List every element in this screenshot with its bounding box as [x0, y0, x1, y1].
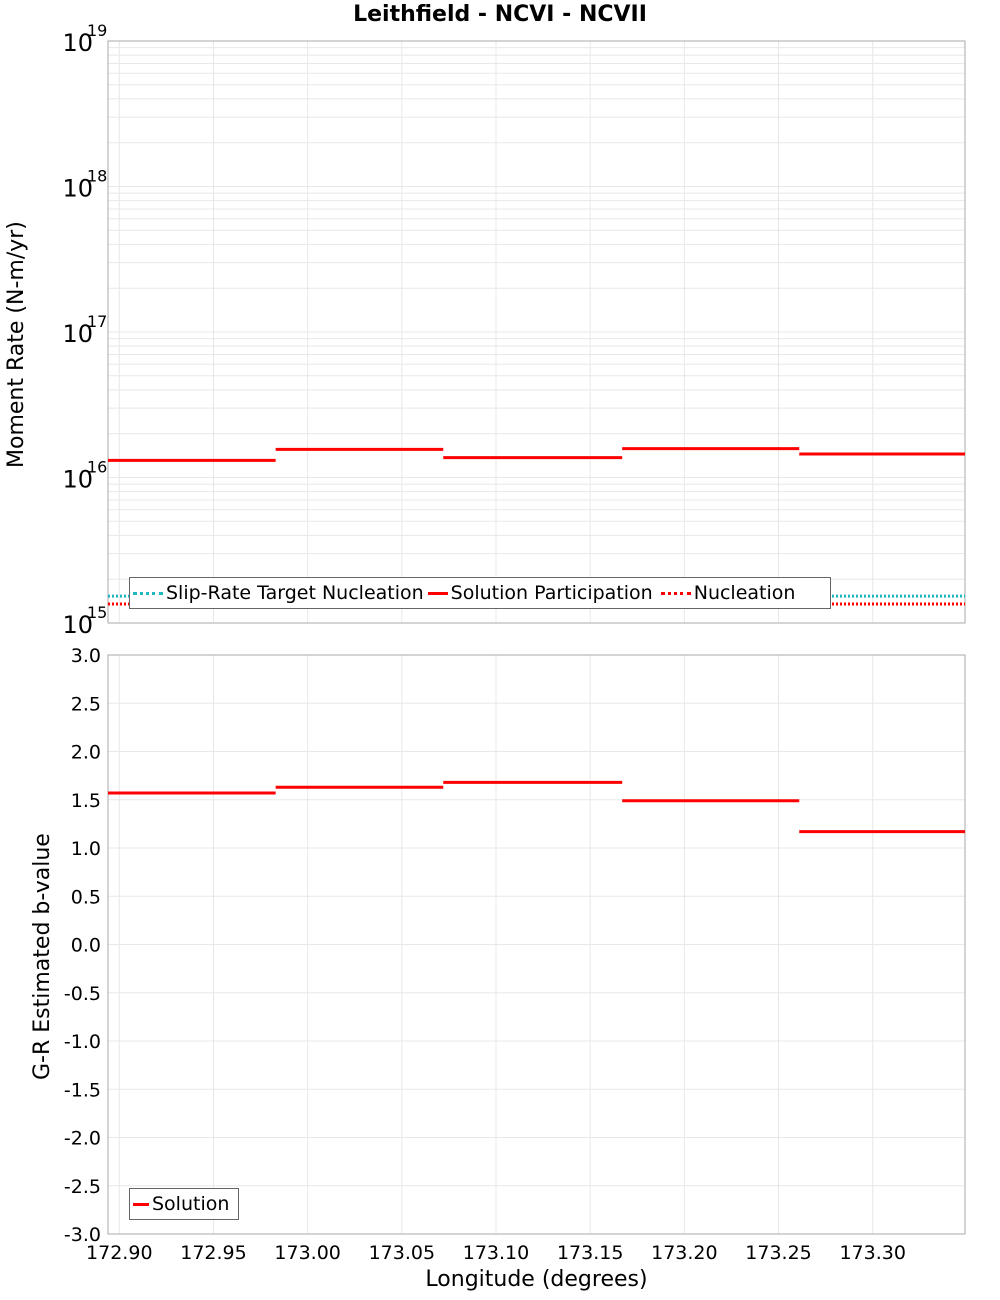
bottom-legend: Solution — [129, 1188, 239, 1220]
svg-text:15: 15 — [87, 603, 107, 622]
svg-text:1.0: 1.0 — [71, 838, 101, 860]
svg-text:172.95: 172.95 — [180, 1242, 246, 1264]
svg-text:2.5: 2.5 — [71, 693, 101, 715]
svg-text:173.00: 173.00 — [274, 1242, 340, 1264]
solid-red-line-icon — [133, 1202, 149, 1206]
svg-text:-2.5: -2.5 — [64, 1176, 101, 1198]
legend-item-solution-participation: Solution Participation — [424, 582, 653, 604]
svg-text:-3.0: -3.0 — [64, 1224, 101, 1246]
bottom-plot: 3.0 2.5 2.0 1.5 1.0 0.5 0.0 -0.5 -1.0 -1.5 -2.0 -2.… — [64, 645, 966, 1264]
svg-text:0.5: 0.5 — [71, 886, 101, 908]
svg-text:173.20: 173.20 — [651, 1242, 717, 1264]
svg-text:10: 10 — [62, 175, 93, 203]
svg-text:18: 18 — [87, 167, 107, 186]
chart-title: Leithfield - NCVI - NCVII — [353, 2, 647, 27]
svg-text:17: 17 — [87, 312, 107, 331]
svg-text:2.0: 2.0 — [71, 742, 101, 764]
svg-text:-1.5: -1.5 — [64, 1079, 101, 1101]
svg-text:173.15: 173.15 — [557, 1242, 623, 1264]
svg-text:3.0: 3.0 — [71, 645, 101, 667]
svg-text:19: 19 — [87, 21, 107, 40]
x-axis-label: Longitude (degrees) — [425, 1267, 648, 1292]
legend-item-nucleation: Nucleation — [660, 582, 795, 604]
legend-item-solution: Solution — [133, 1193, 229, 1215]
svg-text:-2.0: -2.0 — [64, 1128, 101, 1150]
svg-text:10: 10 — [62, 320, 93, 348]
top-y-axis-label: Moment Rate (N-m/yr) — [4, 221, 29, 468]
svg-text:10: 10 — [62, 466, 93, 494]
svg-text:173.30: 173.30 — [839, 1242, 905, 1264]
svg-text:173.25: 173.25 — [745, 1242, 811, 1264]
svg-text:0.0: 0.0 — [71, 935, 101, 957]
dotted-cyan-line-icon — [133, 591, 163, 595]
svg-text:-0.5: -0.5 — [64, 983, 101, 1005]
bottom-y-axis-label: G-R Estimated b-value — [30, 833, 55, 1080]
solid-red-line-icon — [427, 591, 448, 595]
legend-item-slip-rate-target: Slip-Rate Target Nucleation — [133, 582, 424, 604]
svg-text:173.05: 173.05 — [369, 1242, 435, 1264]
svg-text:172.90: 172.90 — [86, 1242, 152, 1264]
svg-text:173.10: 173.10 — [463, 1242, 529, 1264]
top-legend: Slip-Rate Target Nucleation Solution Par… — [129, 577, 831, 609]
svg-text:10: 10 — [62, 29, 93, 57]
svg-text:1.5: 1.5 — [71, 790, 101, 812]
svg-text:-1.0: -1.0 — [64, 1031, 101, 1053]
svg-text:10: 10 — [62, 611, 93, 639]
svg-text:16: 16 — [87, 458, 107, 477]
dotted-red-line-icon — [660, 591, 691, 595]
